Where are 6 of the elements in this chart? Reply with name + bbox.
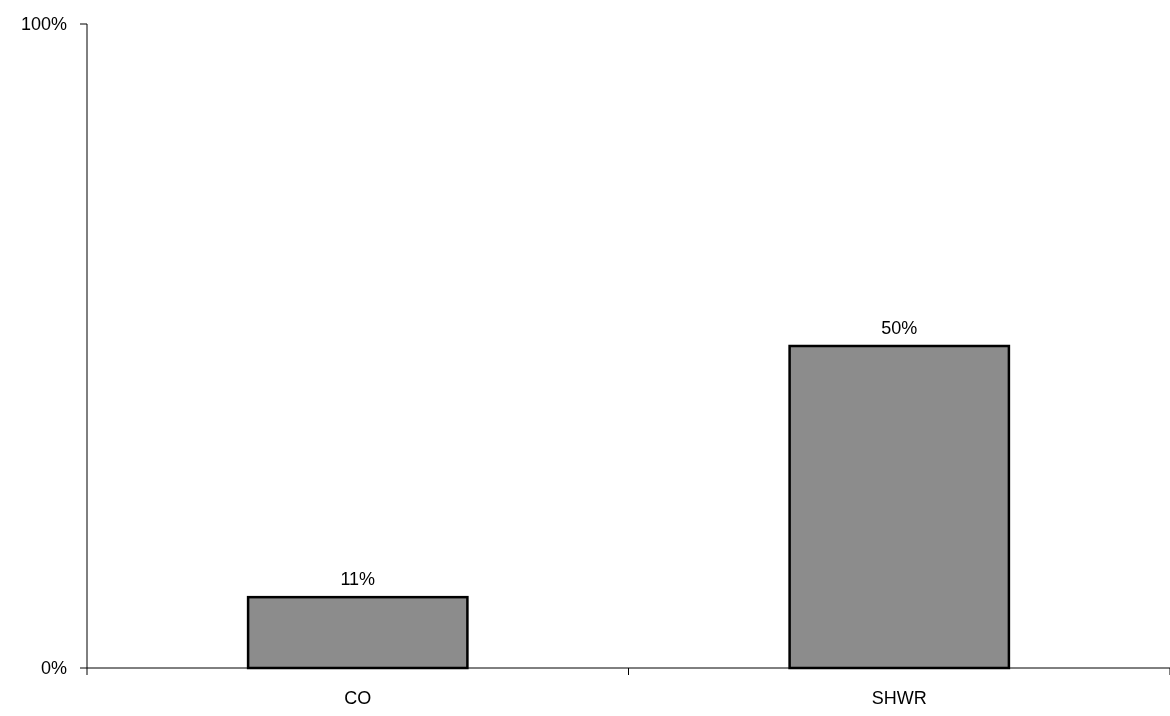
- x-tick-label: CO: [344, 688, 372, 708]
- data-label: 50%: [881, 318, 918, 338]
- y-tick-label: 0%: [40, 658, 67, 679]
- y-tick-label: 100%: [20, 14, 67, 35]
- data-label: 11%: [340, 569, 376, 590]
- x-tick-label: SHWR: [871, 688, 927, 708]
